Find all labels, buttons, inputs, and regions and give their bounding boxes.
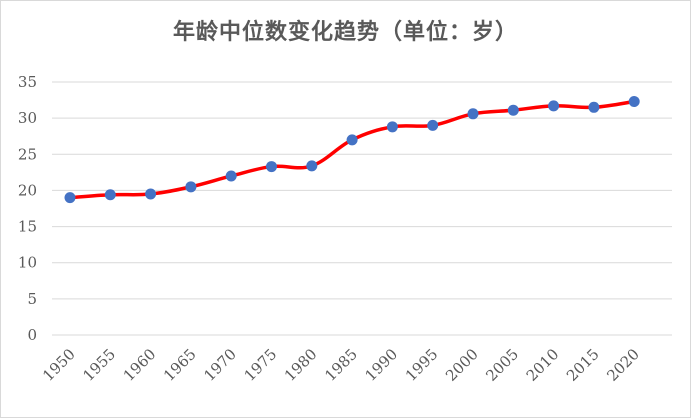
data-point-1955: [104, 189, 116, 201]
data-point-2015: [588, 101, 600, 113]
data-point-1985: [346, 134, 358, 146]
y-tick-label: 20: [18, 181, 37, 199]
y-tick-label: 5: [27, 290, 37, 308]
y-tick-label: 15: [18, 218, 37, 236]
data-point-1995: [427, 119, 439, 131]
x-tick-label: 1980: [281, 345, 321, 385]
y-tick-label: 30: [18, 109, 37, 127]
x-tick-label: 2005: [482, 345, 522, 385]
gridlines: [52, 81, 672, 336]
y-tick-label: 0: [27, 326, 37, 344]
data-point-1975: [266, 161, 277, 173]
y-tick-label: 25: [18, 145, 37, 163]
series-line: [68, 99, 636, 200]
y-tick-label: 35: [18, 73, 37, 91]
data-point-2010: [548, 100, 560, 112]
y-tick-label: 10: [18, 254, 37, 272]
data-point-1990: [386, 121, 398, 133]
data-point-1970: [225, 170, 237, 182]
x-tick-label: 1955: [79, 345, 119, 385]
data-point-1965: [185, 181, 197, 193]
x-tick-labels: 1950 1955 1960 1965 1970 1975 1980 1985 1990 1995…: [39, 345, 643, 385]
chart-title: 年龄中位数变化趋势（单位：岁）: [172, 20, 518, 45]
x-tick-label: 1985: [321, 345, 361, 385]
x-tick-label: 1995: [402, 345, 442, 385]
data-points: [64, 96, 640, 204]
x-tick-label: 2020: [603, 345, 643, 385]
data-point-2000: [467, 108, 479, 120]
data-point-1980: [306, 160, 318, 172]
x-tick-label: 2000: [442, 345, 482, 385]
y-tick-labels: 0 5 10 15 20 25 30 35: [18, 73, 37, 344]
x-tick-label: 1950: [39, 345, 79, 385]
x-tick-label: 2015: [563, 345, 603, 385]
x-tick-label: 1990: [361, 345, 401, 385]
x-tick-label: 2010: [523, 345, 563, 385]
x-tick-label: 1975: [241, 345, 281, 385]
x-tick-label: 1960: [120, 345, 160, 385]
x-tick-label: 1965: [160, 345, 200, 385]
data-point-1950: [64, 192, 76, 204]
x-tick-label: 1970: [200, 345, 240, 385]
data-point-2020: [628, 96, 640, 108]
data-point-1960: [145, 188, 157, 200]
data-point-2005: [507, 104, 519, 116]
